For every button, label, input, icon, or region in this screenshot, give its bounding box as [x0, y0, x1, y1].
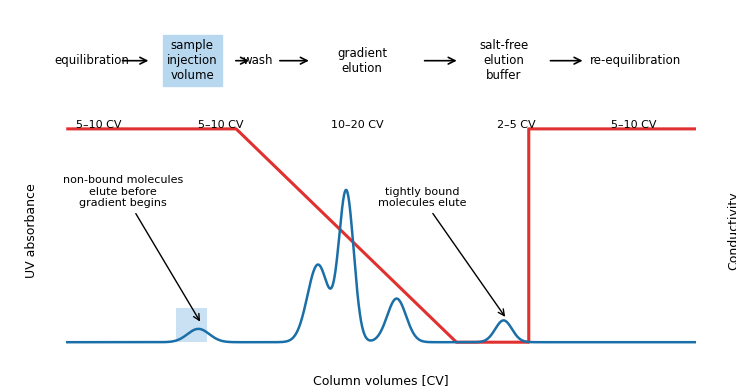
- Text: 5–10 CV: 5–10 CV: [199, 120, 244, 130]
- Text: re-equilibration: re-equilibration: [590, 54, 682, 67]
- Text: salt-free
elution
buffer: salt-free elution buffer: [479, 39, 528, 82]
- Text: gradient
elution: gradient elution: [337, 47, 387, 75]
- Text: Column volumes [CV]: Column volumes [CV]: [313, 374, 449, 387]
- Text: 5–10 CV: 5–10 CV: [611, 120, 656, 130]
- Text: wash: wash: [243, 54, 273, 67]
- Text: non-bound molecules
elute before
gradient begins: non-bound molecules elute before gradien…: [63, 175, 199, 320]
- Bar: [177, 308, 207, 342]
- Text: Conductivity: Conductivity: [726, 191, 736, 270]
- Text: 5–10 CV: 5–10 CV: [76, 120, 121, 130]
- Text: sample
injection
volume: sample injection volume: [167, 39, 217, 82]
- Text: tightly bound
molecules elute: tightly bound molecules elute: [378, 187, 504, 316]
- Text: equilibration: equilibration: [54, 54, 129, 67]
- Text: 10–20 CV: 10–20 CV: [330, 120, 383, 130]
- Text: 2–5 CV: 2–5 CV: [498, 120, 536, 130]
- Text: UV absorbance: UV absorbance: [25, 183, 38, 278]
